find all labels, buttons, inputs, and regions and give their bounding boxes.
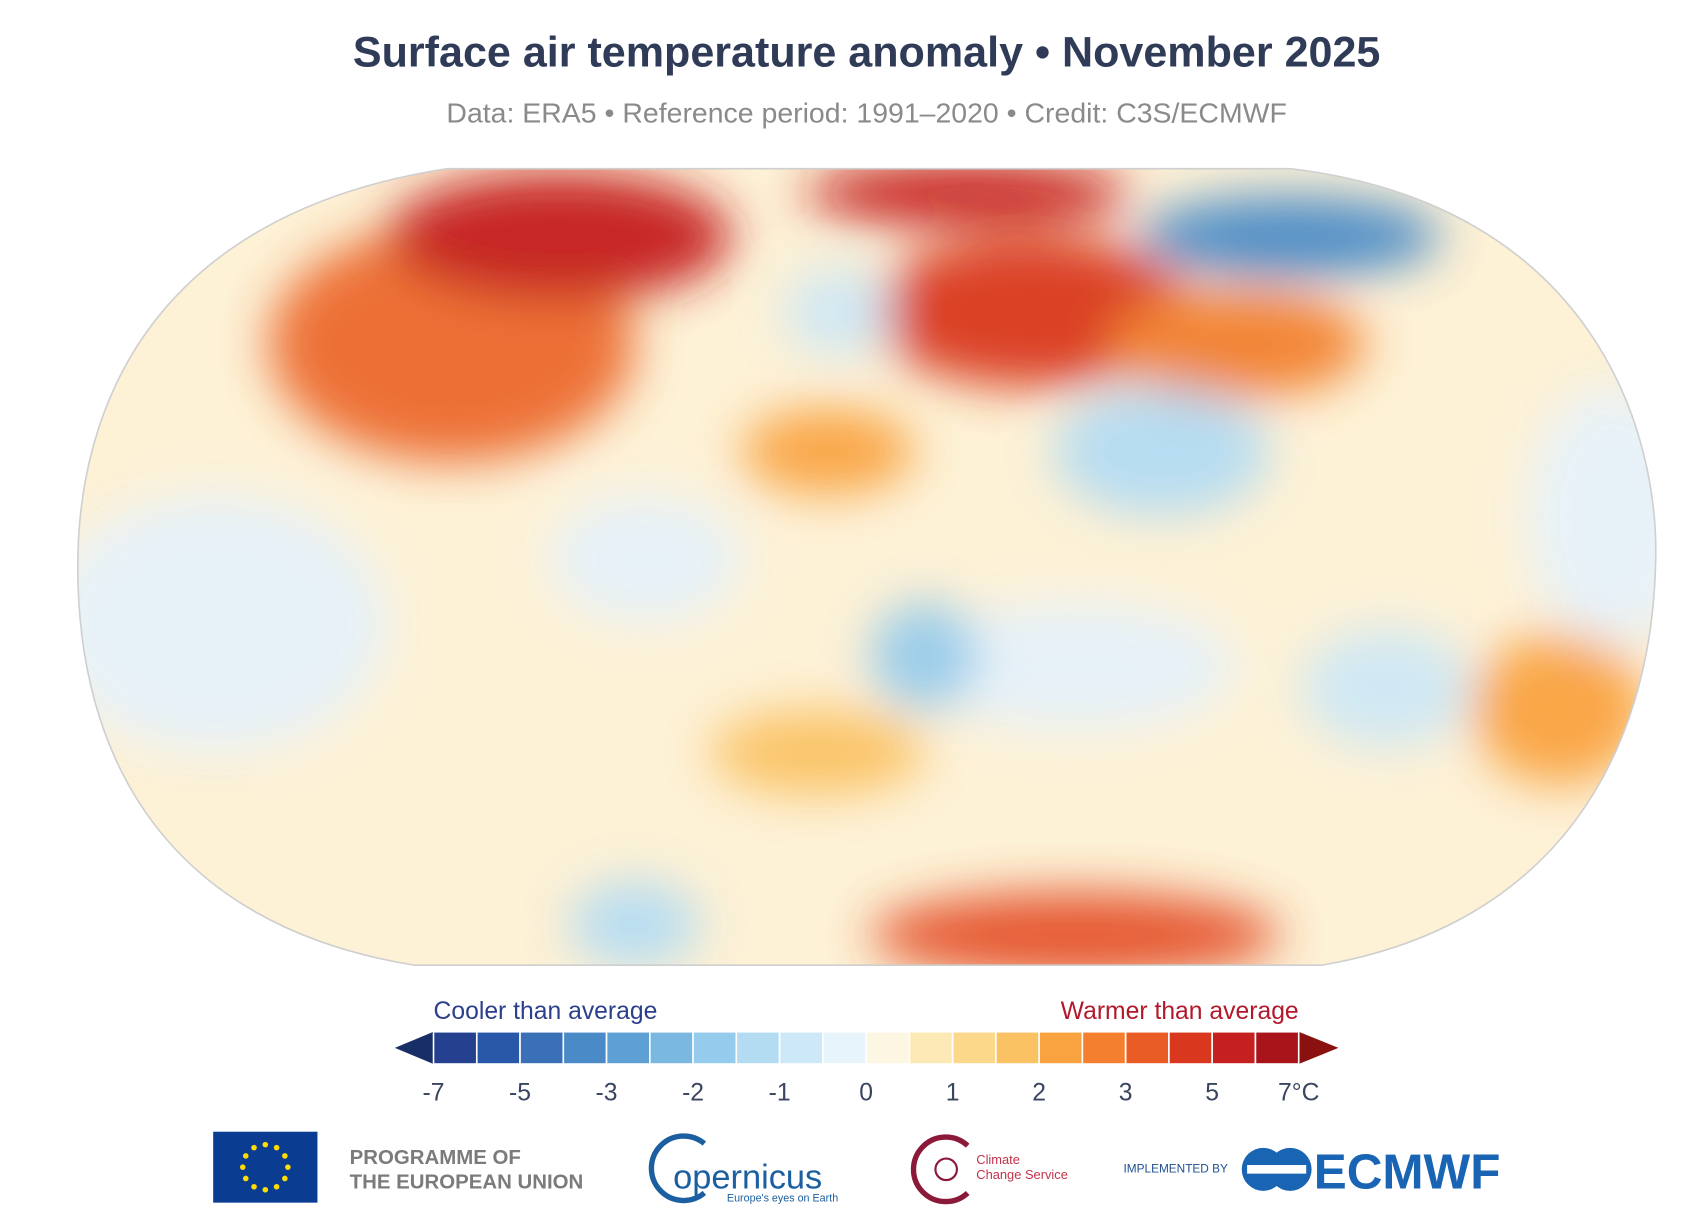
colorbar-tick-label: 1 <box>946 1080 960 1107</box>
colorbar-bin <box>1124 1030 1170 1065</box>
colorbar-tick-label: 7°C <box>1278 1080 1319 1107</box>
colorbar-bin <box>692 1030 738 1065</box>
implemented-by: IMPLEMENTED BY <box>1124 1162 1228 1176</box>
colorbar-arrow <box>1298 1031 1339 1065</box>
colorbar-tick-label: -1 <box>769 1080 791 1107</box>
eu-star <box>273 1144 280 1151</box>
eu-star <box>242 1153 249 1159</box>
copernicus-tagline: Europe's eyes on Earth <box>727 1193 838 1205</box>
colorbar-bin <box>822 1030 867 1065</box>
colorbar-tick-label: 0 <box>859 1080 873 1107</box>
colorbar-bin <box>951 1030 997 1065</box>
colorbar-tick-label: -5 <box>509 1080 531 1107</box>
colorbar-bin <box>475 1030 521 1065</box>
eu-star <box>251 1183 257 1190</box>
colorbar-bin <box>605 1030 651 1065</box>
copernicus-text: opernicus <box>673 1159 822 1197</box>
cooler-label: Cooler than average <box>434 998 658 1025</box>
colorbar-bin <box>735 1030 781 1065</box>
map-outline <box>76 167 1657 966</box>
ecmwf-text: ECMWF <box>1314 1145 1501 1200</box>
colorbar-bin <box>778 1030 824 1065</box>
eu-star <box>285 1164 291 1170</box>
colorbar-tick-label: 3 <box>1119 1080 1133 1107</box>
colorbar-bin <box>432 1030 478 1065</box>
colorbar-arrow <box>394 1031 434 1065</box>
colorbar-tick-label: -2 <box>682 1080 704 1107</box>
colorbar-tick-label: -7 <box>423 1080 445 1107</box>
colorbar: -7 -5 -3 -2 -1 0 1 2 3 5 7°C <box>394 1030 1339 1107</box>
subtitle: Data: ERA5 • Reference period: 1991–2020… <box>446 98 1286 129</box>
colorbar-tick-label: 5 <box>1205 1080 1219 1107</box>
c3s-text: Change Service <box>976 1167 1068 1182</box>
warmer-label: Warmer than average <box>1061 998 1299 1025</box>
colorbar-bin <box>562 1030 608 1065</box>
c3s-logo <box>910 1134 970 1205</box>
eu-text: THE EUROPEAN UNION <box>350 1172 584 1194</box>
copernicus-c <box>648 1133 707 1204</box>
colorbar-tick-label: -3 <box>596 1080 618 1107</box>
colorbar-bin <box>908 1030 954 1065</box>
eu-stars <box>239 1141 291 1193</box>
colorbar-tick-label: 2 <box>1032 1080 1046 1107</box>
eu-text: PROGRAMME OF <box>350 1147 521 1169</box>
c3s-text: Climate <box>976 1152 1020 1167</box>
eu-star <box>251 1144 257 1151</box>
title: Surface air temperature anomaly • Novemb… <box>353 29 1380 77</box>
c3s-logo <box>934 1157 958 1182</box>
colorbar-bin <box>519 1030 565 1065</box>
colorbar-bin <box>865 1030 911 1065</box>
colorbar-bin <box>1211 1030 1257 1065</box>
eu-star <box>262 1141 269 1148</box>
ecmwf-logo <box>1241 1147 1312 1191</box>
colorbar-bin <box>1081 1030 1127 1065</box>
eu-star <box>282 1153 288 1159</box>
eu-star <box>242 1175 249 1182</box>
eu-star <box>273 1183 280 1190</box>
colorbar-bin <box>995 1030 1040 1065</box>
map <box>77 168 1656 966</box>
eu-star <box>262 1186 269 1193</box>
eu-star <box>239 1164 246 1170</box>
colorbar-bin <box>1254 1030 1300 1065</box>
colorbar-bin <box>1038 1030 1084 1065</box>
eu-star <box>282 1175 288 1182</box>
colorbar-bin <box>649 1030 694 1065</box>
colorbar-bin <box>1168 1030 1213 1065</box>
